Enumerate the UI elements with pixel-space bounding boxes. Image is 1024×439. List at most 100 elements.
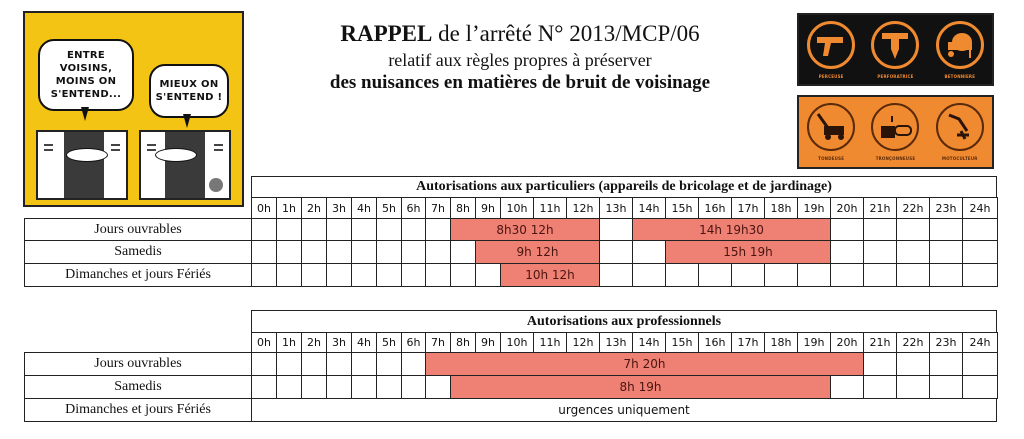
concrete-mixer-icon [935, 21, 984, 69]
hour-header-4h: 4h [351, 197, 377, 219]
window-neighbor-right [139, 130, 231, 200]
pictogram-lawn-mower: TONDEUSE [807, 103, 856, 161]
hour-header-19h: 19h [797, 197, 831, 219]
hour-header-14h: 14h [632, 332, 666, 353]
hour-header-24h: 24h [962, 332, 998, 353]
hour-header-13h: 13h [599, 332, 633, 353]
hour-header-2h: 2h [301, 332, 327, 353]
grid-cell [929, 352, 963, 376]
grid-cell [401, 375, 426, 399]
grid-cell [830, 218, 864, 241]
hour-header-23h: 23h [929, 197, 963, 219]
hour-header-15h: 15h [665, 197, 699, 219]
bubble-tail-icon [183, 114, 191, 128]
grid-cell [962, 375, 998, 399]
grid-cell [326, 218, 352, 241]
grid-cell [326, 240, 352, 264]
grid-cell [376, 263, 402, 287]
flower-pot-icon [209, 178, 223, 192]
hour-header-6h: 6h [401, 197, 426, 219]
grid-cell [351, 375, 377, 399]
grid-cell [450, 263, 476, 287]
grid-cell [251, 218, 277, 241]
grid-cell [929, 263, 963, 287]
grid-cell [351, 263, 377, 287]
speech-bubble-left: ENTRE VOISINS, MOINS ON S'ENTEND... [38, 39, 134, 111]
table-header-professionnels: Autorisations aux professionnels [251, 310, 997, 333]
grid-cell [962, 263, 998, 287]
grid-cell [351, 218, 377, 241]
hour-header-3h: 3h [326, 197, 352, 219]
grid-cell [326, 352, 352, 376]
grid-cell [326, 375, 352, 399]
speech-bubble-right: MIEUX ON S'ENTEND ! [149, 64, 229, 118]
grid-cell [376, 218, 402, 241]
row-label-jours-ouvrables-pro: Jours ouvrables [24, 352, 252, 376]
hour-header-14h: 14h [632, 197, 666, 219]
chainsaw-icon [871, 103, 920, 151]
hour-header-0h: 0h [251, 197, 277, 219]
grid-cell [599, 218, 633, 241]
pictogram-jackhammer: PERFORATRICE [871, 21, 920, 79]
pictogram-panel-construction: PERCEUSE PERFORATRICE BETONNIERE [797, 13, 994, 86]
hour-header-21h: 21h [863, 197, 897, 219]
hour-header-20h: 20h [830, 197, 864, 219]
grid-cell [863, 352, 897, 376]
grid-cell [450, 240, 476, 264]
hour-header-4h: 4h [351, 332, 377, 353]
grid-cell [276, 218, 302, 241]
hour-header-22h: 22h [896, 332, 930, 353]
hour-header-10h: 10h [500, 332, 534, 353]
row-label-samedis: Samedis [24, 240, 252, 264]
note-dimanches-pro: urgences uniquement [251, 398, 997, 422]
slot-dimanches-morning: 10h 12h [500, 263, 600, 287]
grid-cell [276, 240, 302, 264]
grid-cell [301, 375, 327, 399]
grid-cell [425, 375, 451, 399]
hour-header-17h: 17h [731, 332, 765, 353]
grid-cell [863, 263, 897, 287]
grid-cell [276, 375, 302, 399]
neighbor-head-icon [66, 148, 108, 162]
grid-cell [896, 218, 930, 241]
slot-jours-ouvrables-afternoon: 14h 19h30 [632, 218, 831, 241]
hour-header-13h: 13h [599, 197, 633, 219]
grid-cell [376, 375, 402, 399]
grid-cell [326, 263, 352, 287]
grid-cell [929, 218, 963, 241]
grid-cell [863, 375, 897, 399]
hour-header-22h: 22h [896, 197, 930, 219]
hour-header-1h: 1h [276, 332, 302, 353]
grid-cell [251, 352, 277, 376]
grid-cell [301, 263, 327, 287]
grid-cell [351, 352, 377, 376]
grid-cell [301, 240, 327, 264]
row-label-dimanches: Dimanches et jours Fériés [24, 263, 252, 287]
grid-cell [665, 263, 699, 287]
slot-jours-ouvrables-pro: 7h 20h [425, 352, 864, 376]
grid-cell [401, 263, 426, 287]
grid-cell [251, 263, 277, 287]
hour-header-6h: 6h [401, 332, 426, 353]
grid-cell [276, 263, 302, 287]
hour-header-2h: 2h [301, 197, 327, 219]
hour-header-11h: 11h [533, 197, 567, 219]
grid-cell [425, 218, 451, 241]
hour-header-24h: 24h [962, 197, 998, 219]
grid-cell [425, 263, 451, 287]
hour-header-10h: 10h [500, 197, 534, 219]
hour-header-19h: 19h [797, 332, 831, 353]
grid-cell [731, 263, 765, 287]
hour-header-16h: 16h [698, 332, 732, 353]
row-label-jours-ouvrables: Jours ouvrables [24, 218, 252, 241]
slot-samedis-pro: 8h 19h [450, 375, 831, 399]
hour-header-5h: 5h [376, 197, 402, 219]
hour-header-16h: 16h [698, 197, 732, 219]
slot-samedis-afternoon: 15h 19h [665, 240, 831, 264]
hour-header-1h: 1h [276, 197, 302, 219]
comic-illustration: ENTRE VOISINS, MOINS ON S'ENTEND... MIEU… [23, 11, 244, 207]
table-header-particuliers: Autorisations aux particuliers (appareil… [251, 176, 997, 198]
slot-jours-ouvrables-morning: 8h30 12h [450, 218, 600, 241]
hour-header-9h: 9h [475, 197, 501, 219]
hour-header-0h: 0h [251, 332, 277, 353]
